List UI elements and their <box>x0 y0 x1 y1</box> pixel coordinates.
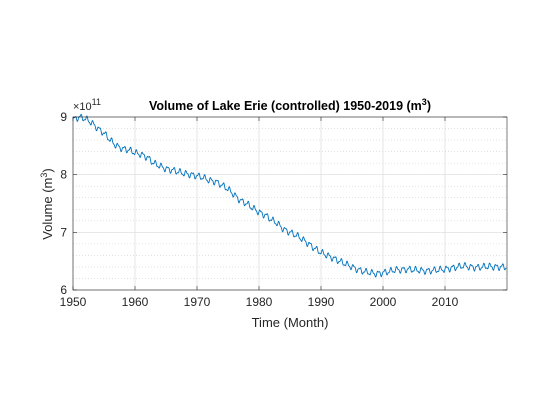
y-tick-label: 7 <box>60 225 67 239</box>
chart-title: Volume of Lake Erie (controlled) 1950-20… <box>149 97 431 113</box>
x-axis-ticks: 1950 1960 1970 1980 1990 2000 2010 <box>60 117 459 309</box>
x-tick-label: 1990 <box>308 295 335 309</box>
x-tick-label: 1980 <box>246 295 273 309</box>
y-tick-label: 6 <box>60 283 67 297</box>
series-line-lake-erie-volume <box>72 113 507 278</box>
x-tick-label: 2010 <box>432 295 459 309</box>
x-tick-label: 1950 <box>60 295 87 309</box>
chart-title-close: ) <box>427 99 431 113</box>
chart-title-superscript: 3 <box>422 97 427 107</box>
y-axis-label-main: Volume (m <box>40 178 55 240</box>
plot-area <box>73 117 507 290</box>
y-multiplier-base: ×10 <box>73 101 92 113</box>
y-axis-ticks: 6 7 8 9 <box>60 110 507 297</box>
y-axis-label-close: ) <box>40 168 55 172</box>
chart-title-main: Volume of Lake Erie (controlled) 1950-20… <box>149 99 422 113</box>
y-axis-multiplier: ×1011 <box>73 97 101 113</box>
y-axis-label-superscript: 3 <box>39 173 49 178</box>
x-tick-label: 1970 <box>184 295 211 309</box>
y-tick-label: 9 <box>60 110 67 124</box>
plot-box <box>72 116 508 291</box>
x-tick-label: 2000 <box>370 295 397 309</box>
y-multiplier-exponent: 11 <box>92 97 101 107</box>
x-tick-label: 1960 <box>122 295 149 309</box>
y-tick-label: 8 <box>60 168 67 182</box>
x-axis-label: Time (Month) <box>252 315 329 330</box>
y-axis-label: Volume (m3) <box>39 168 55 240</box>
